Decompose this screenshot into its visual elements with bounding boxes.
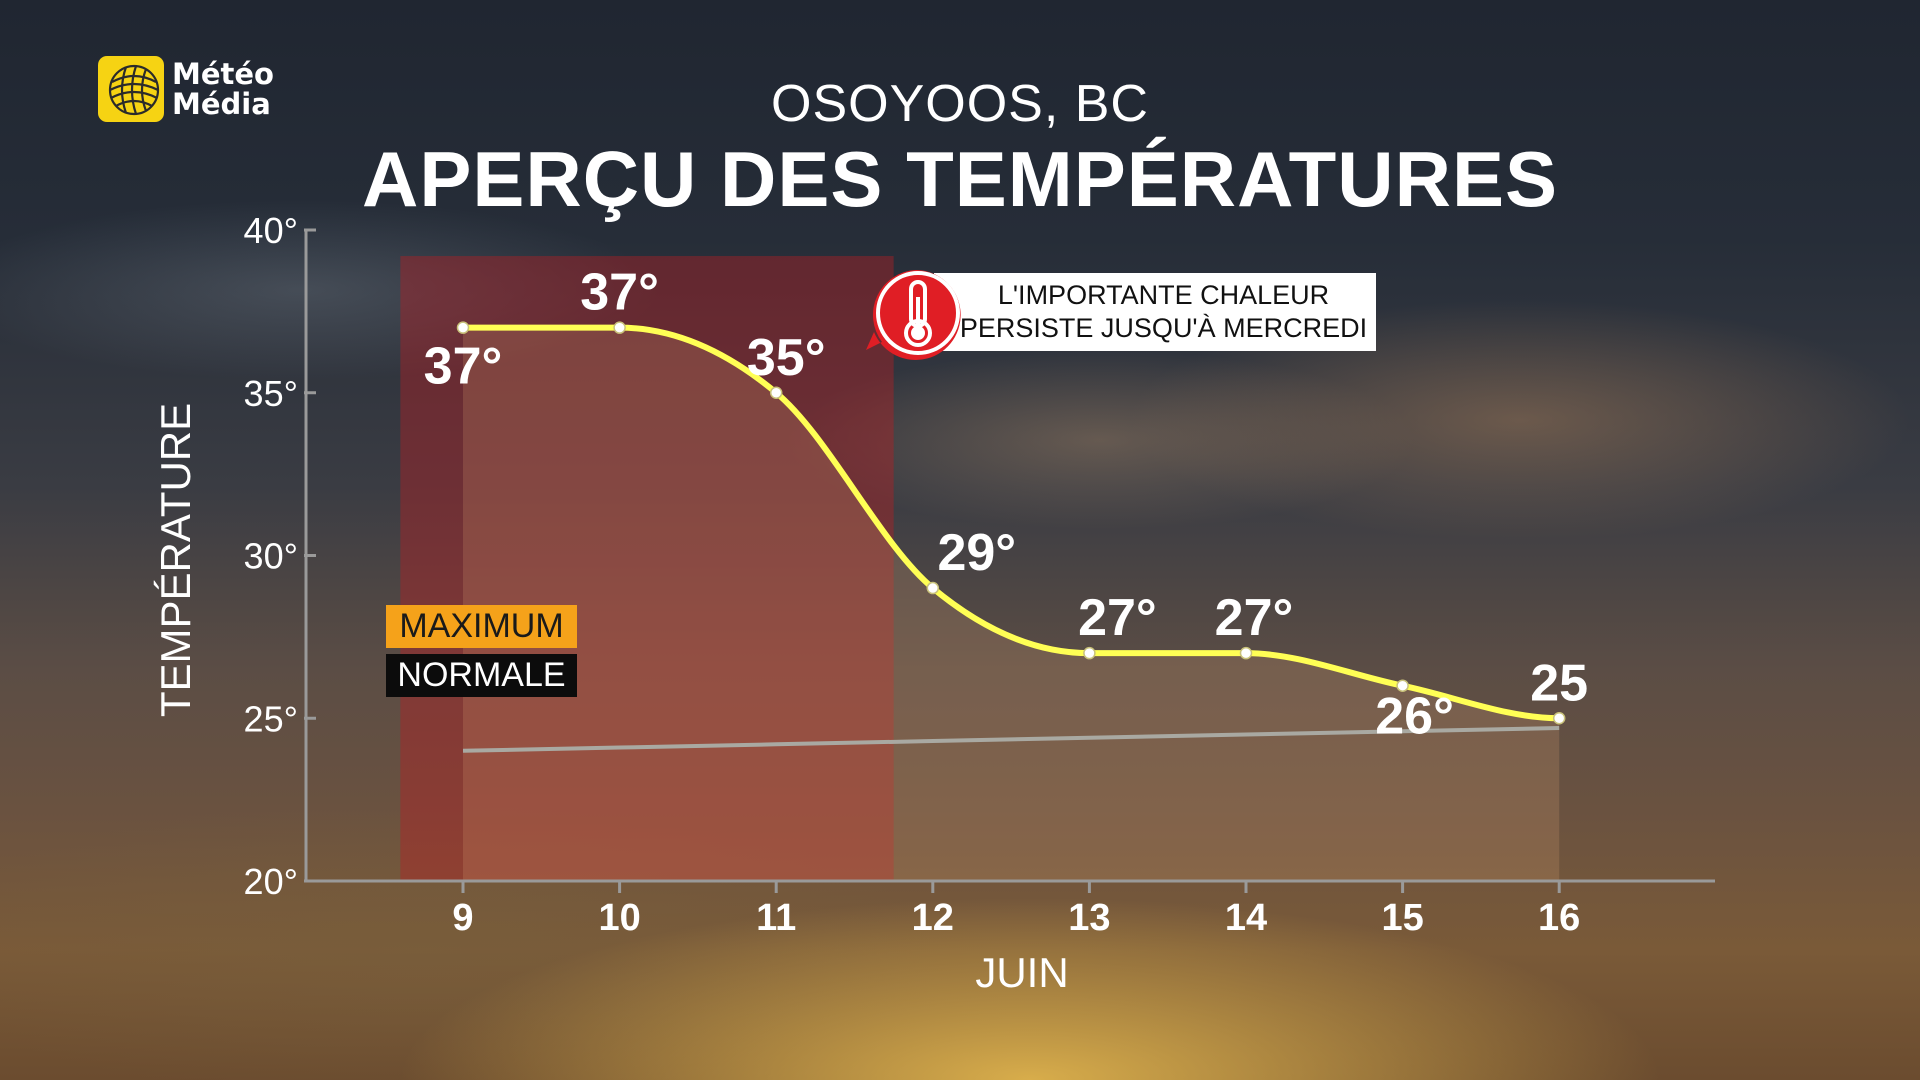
data-labels-layer: 37° 37° 35° 29° 27° 27° 26° 25: [424, 264, 1588, 746]
logo-wordmark: Météo Média: [172, 59, 274, 119]
thermometer-icon: [866, 270, 961, 360]
x-tick-label: 9: [452, 897, 473, 939]
y-tick-label: 35°: [244, 373, 298, 414]
data-point: [456, 321, 470, 334]
data-point: [769, 386, 783, 399]
data-point: [1552, 712, 1566, 725]
y-axis-title: TEMPÉRATURE: [152, 403, 199, 717]
data-label: 29°: [937, 524, 1016, 582]
data-label: 37°: [580, 264, 659, 322]
data-label: 25: [1530, 654, 1588, 712]
data-point: [926, 581, 940, 595]
x-tick-label: 13: [1068, 897, 1110, 939]
x-tick-label: 15: [1381, 897, 1423, 939]
callout-text: L'IMPORTANTE CHALEUR PERSISTE JUSQU'À ME…: [951, 273, 1376, 351]
callout-line-2: PERSISTE JUSQU'À MERCREDI: [959, 313, 1368, 343]
brand-logo: Météo Média: [98, 56, 274, 122]
data-label: 35°: [747, 329, 826, 387]
data-label: 37°: [424, 338, 503, 396]
data-point: [1396, 679, 1409, 692]
heat-warning-highlight: [400, 256, 894, 881]
y-tick-label: 25°: [244, 698, 298, 739]
data-point: [613, 321, 626, 334]
normal-line-layer: [462, 726, 1560, 753]
normal-series-line: [462, 726, 1560, 753]
logo-line-1: Météo: [172, 57, 274, 91]
location-subtitle: OSOYOOS, BC: [771, 75, 1149, 133]
logo-line-2: Média: [172, 87, 271, 121]
y-tick-label: 40°: [244, 210, 298, 251]
x-axis-title: JUIN: [975, 949, 1068, 996]
y-tick-label: 30°: [244, 536, 298, 577]
page-title: APERÇU DES TEMPÉRATURES: [361, 135, 1558, 223]
x-tick-label: 11: [756, 897, 796, 939]
data-point: [1083, 646, 1096, 660]
data-point: [1239, 646, 1253, 660]
maximum-series-line: [460, 324, 1563, 722]
maximum-line-layer: [460, 324, 1563, 722]
x-tick-label: 14: [1225, 897, 1267, 939]
points-layer: [456, 321, 1566, 725]
area-fill-layer: [463, 327, 1560, 881]
globe-logo-icon: [98, 56, 164, 122]
legend-normale: NORMALE: [386, 654, 577, 697]
heat-alert-callout: L'IMPORTANTE CHALEUR PERSISTE JUSQU'À ME…: [866, 265, 1376, 360]
axes-layer: 20° 25° 30° 35° 40° 9 10 11 12 13 14 15 16: [244, 210, 1715, 939]
data-label: 27°: [1215, 589, 1294, 647]
data-label: 26°: [1375, 688, 1454, 746]
x-tick-label: 16: [1538, 897, 1580, 939]
x-tick-label: 12: [912, 897, 954, 939]
heat-highlight-layer: [400, 256, 894, 881]
callout-box: [934, 273, 1376, 351]
x-tick-label: 10: [598, 897, 640, 939]
y-tick-label: 20°: [244, 861, 298, 902]
data-label: 27°: [1078, 589, 1157, 647]
callout-line-1: L'IMPORTANTE CHALEUR: [997, 280, 1330, 310]
maximum-area-fill: [463, 327, 1560, 881]
legend-maximum: MAXIMUM: [386, 605, 577, 648]
